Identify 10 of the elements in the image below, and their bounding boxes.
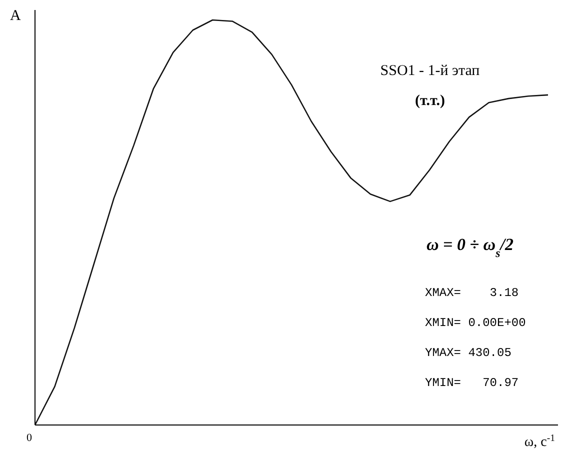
annotation: ω = 0 ÷ ω$_{s}$/2 xyxy=(426,235,514,260)
y-axis-title: A xyxy=(10,8,21,24)
annotation: (т.т.) xyxy=(415,93,445,109)
annotation: SSO1 - 1-й этап xyxy=(380,63,480,79)
x-axis-title: ω, с$^{-1}$ xyxy=(524,432,556,450)
annotation: XMIN= 0.00E+00 xyxy=(425,316,526,330)
text: 0 xyxy=(26,432,32,444)
annotation: YMAX= 430.05 xyxy=(425,346,512,360)
annotation: XMAX= 3.18 xyxy=(425,286,519,300)
annotation: YMIN= 70.97 xyxy=(425,376,519,390)
